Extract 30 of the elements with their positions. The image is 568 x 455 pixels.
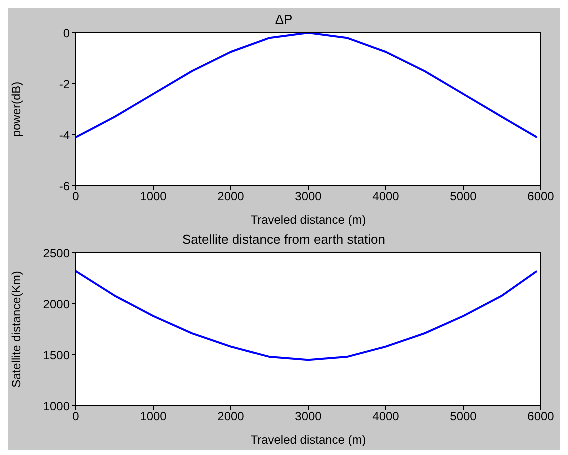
- x-tick-label: 2000: [218, 410, 245, 424]
- y-tick-label: -6: [59, 179, 70, 194]
- x-tick-label: 5000: [450, 410, 478, 424]
- y-tick-label: 2500: [43, 246, 70, 260]
- y-tick-label: -2: [59, 77, 70, 92]
- x-tick-label: 2000: [218, 190, 245, 204]
- y-tick-label: 0: [63, 26, 70, 40]
- y-tick-label: -4: [59, 128, 70, 142]
- line-series: [76, 270, 538, 362]
- x-tick-label: 0: [72, 410, 80, 424]
- x-tick-label: 5000: [450, 190, 478, 204]
- line-series: [76, 33, 538, 139]
- y-axis-title: Satellite distance(Km): [9, 271, 24, 388]
- y-tick-label: 1000: [43, 399, 70, 414]
- x-tick-label: 1000: [140, 410, 168, 424]
- x-axis-title: Traveled distance (m): [250, 213, 366, 227]
- x-tick-label: 3000: [295, 190, 322, 204]
- x-tick-label: 6000: [528, 410, 555, 424]
- y-tick-label: 1500: [43, 348, 70, 362]
- x-tick-label: 4000: [372, 190, 400, 204]
- x-tick-label: 4000: [372, 410, 400, 424]
- y-axis-title: power(dB): [9, 82, 24, 138]
- chart-title: ΔP: [274, 12, 294, 27]
- y-tick-label: 2000: [43, 297, 70, 312]
- x-tick-label: 6000: [528, 190, 555, 204]
- x-tick-label: 1000: [140, 190, 168, 204]
- x-axis-title: Traveled distance (m): [250, 433, 366, 447]
- chart-title: Satellite distance from earth station: [181, 232, 387, 247]
- x-tick-label: 0: [72, 190, 80, 204]
- x-tick-label: 3000: [295, 410, 322, 424]
